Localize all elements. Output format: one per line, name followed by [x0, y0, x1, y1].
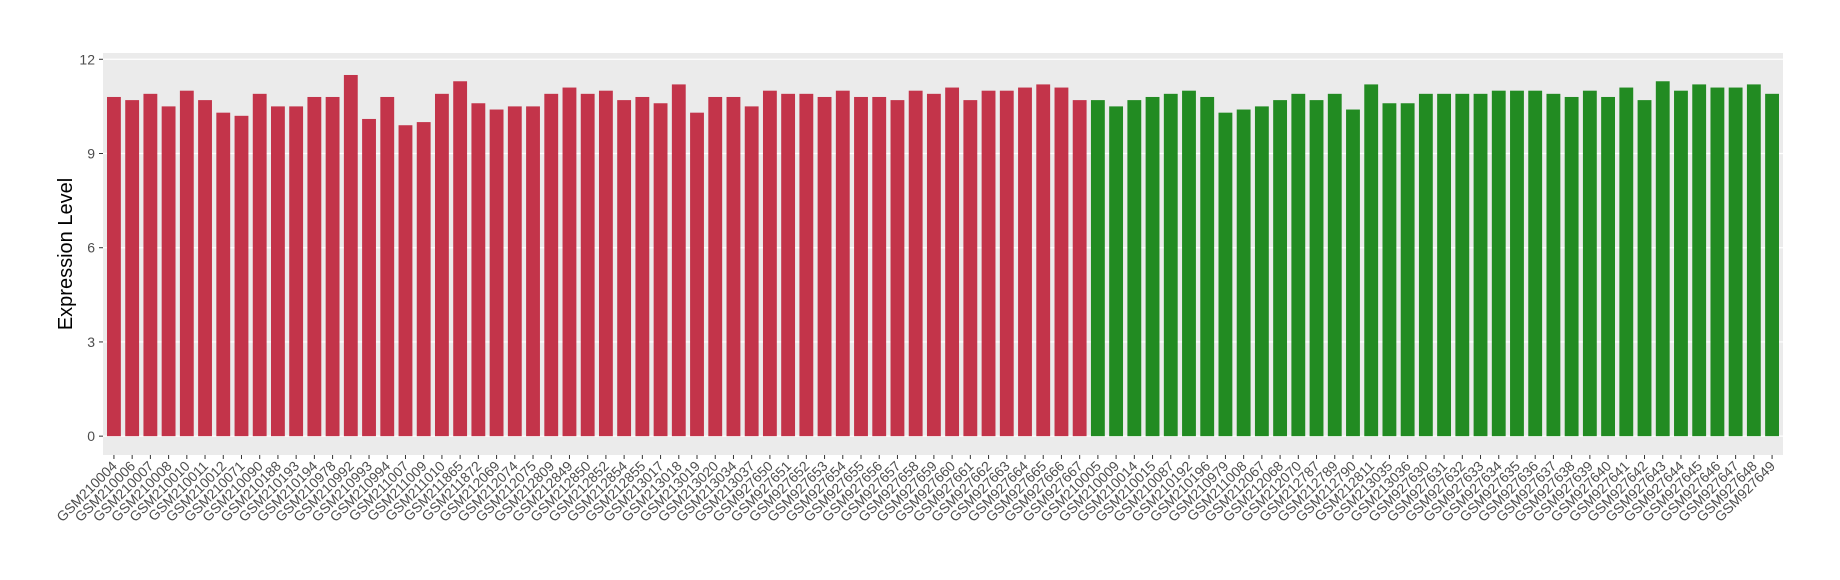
bar — [252, 93, 267, 437]
bar — [1437, 93, 1452, 437]
bar — [908, 90, 923, 437]
bar — [726, 96, 741, 437]
bar — [216, 112, 231, 437]
bar — [307, 96, 322, 437]
bar — [690, 112, 704, 437]
bar — [362, 118, 376, 437]
bar — [854, 96, 868, 437]
y-tick-label: 0 — [87, 428, 95, 444]
bar — [526, 106, 540, 437]
bar — [1109, 106, 1124, 437]
bar — [1018, 87, 1032, 437]
bar — [434, 93, 449, 437]
bar — [708, 96, 723, 437]
bar — [453, 81, 468, 437]
bar — [271, 106, 285, 437]
bar — [107, 96, 121, 437]
bar — [198, 100, 212, 437]
bar — [489, 109, 504, 437]
bar — [1364, 84, 1379, 437]
bar — [1182, 90, 1196, 437]
bar — [744, 106, 759, 437]
bar — [580, 93, 595, 437]
bar — [1036, 84, 1051, 437]
bar — [1273, 100, 1288, 437]
y-tick-label: 3 — [87, 334, 95, 350]
bar — [799, 93, 814, 437]
bar — [1655, 81, 1670, 437]
bar — [1291, 93, 1306, 437]
bar — [1619, 87, 1634, 437]
y-tick-label: 6 — [87, 240, 95, 256]
bar — [325, 96, 340, 437]
bar — [963, 100, 978, 437]
bar — [143, 93, 158, 437]
bar — [1746, 84, 1761, 437]
bar — [945, 87, 960, 437]
bar — [398, 125, 413, 437]
bar — [1254, 106, 1269, 437]
bar — [1765, 93, 1779, 437]
bar — [872, 96, 887, 437]
bar — [289, 106, 304, 437]
bar — [671, 84, 686, 437]
bar — [1218, 112, 1233, 437]
bar — [635, 96, 650, 437]
bar — [890, 100, 905, 437]
bar — [653, 103, 668, 437]
bar — [1127, 100, 1142, 437]
bar — [1418, 93, 1433, 437]
bar — [1455, 93, 1470, 437]
bar — [981, 90, 996, 437]
bar — [926, 93, 941, 437]
bar — [1510, 90, 1524, 437]
bar — [507, 106, 522, 437]
bar — [1674, 90, 1688, 437]
bar — [1327, 93, 1342, 437]
bar — [1637, 100, 1652, 437]
bar — [125, 100, 140, 437]
bar — [234, 115, 249, 437]
bar — [562, 87, 577, 437]
bar — [1546, 93, 1561, 437]
y-tick-label: 12 — [79, 51, 95, 67]
bar — [1145, 96, 1160, 437]
bar — [471, 103, 486, 437]
bar — [380, 96, 395, 437]
bar — [416, 122, 431, 437]
bar — [1692, 84, 1707, 437]
bar — [835, 90, 850, 437]
bar — [179, 90, 194, 437]
bar — [1346, 109, 1360, 437]
bar — [999, 90, 1014, 437]
bar — [1090, 100, 1105, 437]
bar — [1382, 103, 1397, 437]
bar — [1528, 90, 1543, 437]
bar — [343, 74, 358, 437]
bar — [1309, 100, 1324, 437]
bar — [1236, 109, 1251, 437]
bar — [1491, 90, 1506, 437]
y-axis-title: Expression Level — [55, 178, 77, 330]
bar — [1200, 96, 1215, 437]
y-tick-label: 9 — [87, 146, 95, 162]
bar — [781, 93, 796, 437]
bar — [544, 93, 559, 437]
bar — [161, 106, 176, 437]
bar — [1400, 103, 1415, 437]
bar — [617, 100, 632, 437]
bar — [1728, 87, 1743, 437]
bar — [1072, 100, 1087, 437]
bar — [1473, 93, 1488, 437]
bar — [817, 96, 832, 437]
bar — [598, 90, 613, 437]
bar — [1054, 87, 1069, 437]
bar — [1564, 96, 1579, 437]
bar — [762, 90, 777, 437]
bar — [1710, 87, 1725, 437]
bar — [1163, 93, 1178, 437]
bar — [1601, 96, 1615, 437]
bar — [1582, 90, 1597, 437]
